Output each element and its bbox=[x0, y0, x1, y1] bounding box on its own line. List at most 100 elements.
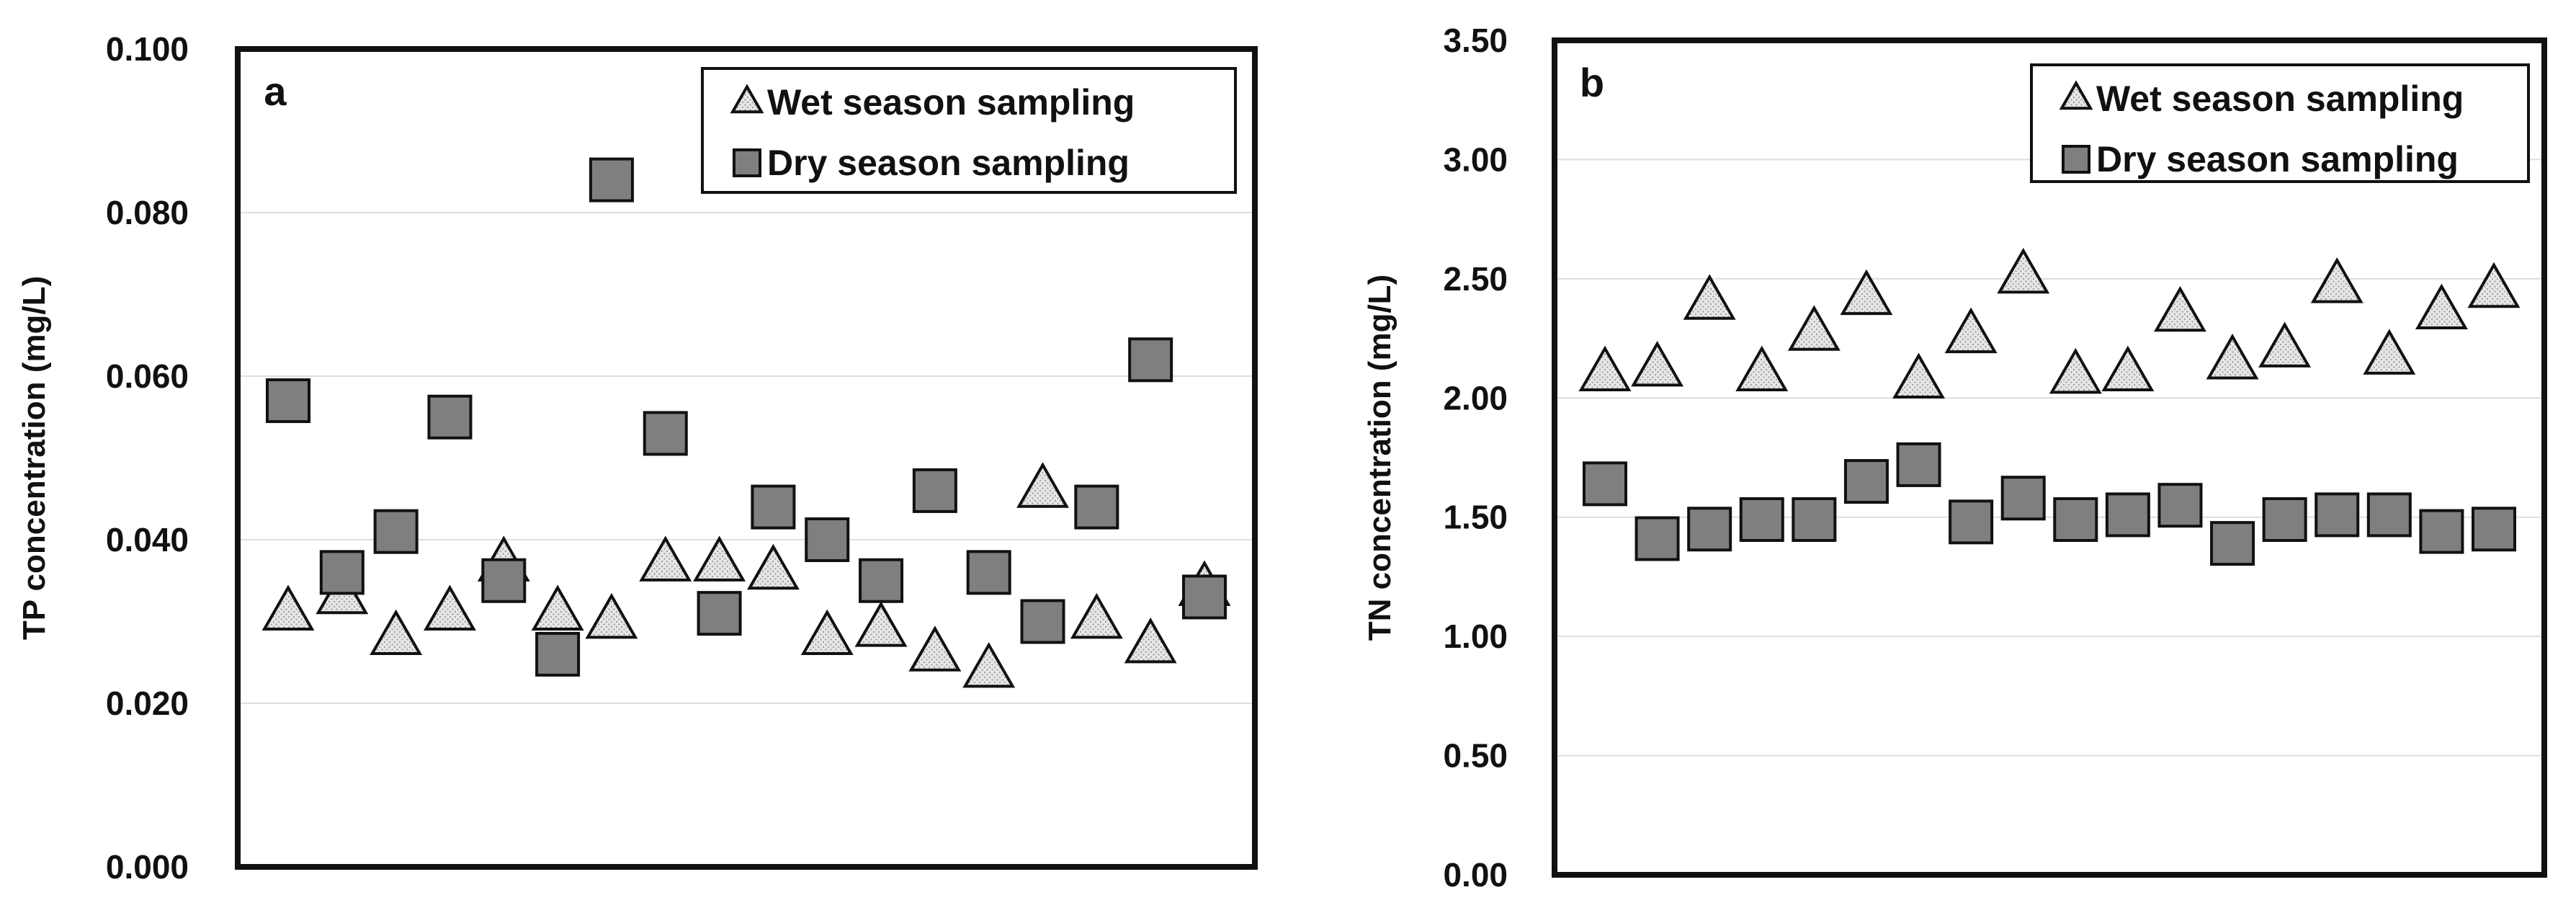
legend-square-icon bbox=[733, 148, 761, 177]
wet-season-point bbox=[1787, 305, 1841, 351]
y-tick-label: 3.00 bbox=[1443, 141, 1508, 178]
dry-season-point bbox=[427, 394, 473, 440]
dry-season-point bbox=[1583, 461, 1627, 507]
wet-season-point bbox=[1016, 462, 1069, 508]
wet-season-point bbox=[908, 625, 962, 672]
wet-season-point bbox=[854, 601, 908, 647]
plot-frame bbox=[1552, 37, 2547, 878]
dry-season-point bbox=[535, 631, 581, 677]
wet-season-point bbox=[1840, 269, 1893, 316]
dry-season-point bbox=[2366, 492, 2412, 538]
wet-season-point bbox=[693, 535, 746, 582]
dry-season-point bbox=[697, 591, 742, 636]
y-tick-label: 0.100 bbox=[106, 30, 189, 68]
y-tick-label: 0.080 bbox=[106, 194, 189, 231]
wet-season-point bbox=[800, 609, 854, 656]
wet-season-point bbox=[1892, 352, 1945, 398]
dry-season-point bbox=[1634, 516, 1680, 561]
wet-season-point bbox=[2467, 262, 2521, 308]
plot-frame bbox=[235, 46, 1258, 870]
wet-season-point bbox=[261, 584, 315, 631]
y-tick-label: 0.000 bbox=[106, 848, 189, 886]
chart-panel-a: 0.000 0.020 0.040 0.060 0.080 0.100 TP concent… bbox=[17, 30, 1258, 886]
wet-season-point bbox=[1631, 340, 1684, 387]
wet-season-point bbox=[2310, 257, 2363, 303]
dry-season-point bbox=[589, 157, 634, 202]
dry-season-point bbox=[1949, 499, 1994, 545]
wet-season-point bbox=[1070, 592, 1123, 639]
dry-season-point bbox=[1687, 507, 1732, 552]
wet-season-point bbox=[962, 641, 1016, 688]
dry-season-point bbox=[966, 550, 1011, 595]
legend-box bbox=[2030, 63, 2530, 183]
dry-season-point bbox=[2419, 509, 2464, 554]
wet-season-point bbox=[2154, 285, 2206, 332]
dry-season-point bbox=[266, 378, 310, 424]
wet-season-point bbox=[1124, 617, 1177, 664]
panel-label: a bbox=[264, 68, 287, 114]
dry-season-point bbox=[2053, 497, 2098, 543]
legend-triangle-icon bbox=[2059, 80, 2093, 110]
wet-season-point bbox=[1578, 345, 1632, 392]
dry-season-point bbox=[1792, 497, 1837, 543]
dry-season-point bbox=[2210, 521, 2255, 566]
wet-season-point bbox=[2363, 329, 2416, 375]
wet-season-point bbox=[2415, 283, 2468, 329]
dry-season-point bbox=[2000, 476, 2046, 521]
wet-season-point bbox=[2101, 345, 2155, 392]
dry-season-point bbox=[751, 484, 796, 530]
wet-season-point bbox=[2206, 334, 2259, 380]
y-axis-label: TP concentration (mg/L) bbox=[17, 276, 52, 640]
y-tick-label: 2.00 bbox=[1443, 379, 1508, 417]
y-tick-label: 2.50 bbox=[1443, 260, 1508, 298]
legend-square-icon bbox=[2062, 145, 2090, 174]
dry-season-point bbox=[319, 550, 365, 595]
y-tick-label: 1.00 bbox=[1443, 618, 1508, 655]
wet-season-point bbox=[1735, 345, 1789, 392]
wet-season-point bbox=[424, 584, 476, 631]
dry-season-point bbox=[1074, 484, 1119, 530]
legend-label: Dry season sampling bbox=[2096, 139, 2459, 179]
dry-season-point bbox=[2315, 492, 2360, 538]
y-tick-label: 3.50 bbox=[1443, 22, 1508, 59]
dry-season-point bbox=[1128, 337, 1173, 383]
wet-season-point bbox=[746, 543, 800, 590]
dry-season-point bbox=[912, 468, 957, 513]
dry-season-point bbox=[2262, 497, 2307, 543]
dry-season-point bbox=[2105, 492, 2150, 538]
dry-season-point bbox=[643, 411, 688, 456]
wet-season-point bbox=[2049, 347, 2102, 394]
legend-label: Wet season sampling bbox=[767, 82, 1135, 123]
chart-panel-b: 0.00 0.50 1.00 1.50 2.00 2.50 3.00 3.50 TN conce… bbox=[1362, 22, 2547, 894]
wet-season-point bbox=[370, 609, 423, 656]
y-tick-label: 1.50 bbox=[1443, 499, 1508, 536]
dry-season-point bbox=[1739, 497, 1784, 543]
dry-season-point bbox=[1020, 599, 1065, 644]
dry-season-point bbox=[1843, 459, 1889, 504]
y-tick-label: 0.040 bbox=[106, 521, 189, 558]
y-tick-label: 0.50 bbox=[1443, 737, 1508, 775]
dry-season-point bbox=[373, 509, 419, 554]
wet-season-point bbox=[2258, 321, 2312, 368]
legend-label: Dry season sampling bbox=[767, 143, 1130, 183]
y-axis-label: TN concentration (mg/L) bbox=[1362, 275, 1397, 641]
legend-triangle-icon bbox=[730, 84, 764, 114]
y-tick-label: 0.020 bbox=[106, 685, 189, 722]
dry-season-point bbox=[1896, 442, 1941, 487]
wet-season-point bbox=[585, 592, 638, 639]
y-tick-label: 0.060 bbox=[106, 357, 189, 395]
dry-season-point bbox=[2472, 507, 2516, 552]
wet-season-point bbox=[531, 584, 584, 631]
wet-season-point bbox=[1683, 274, 1736, 320]
wet-season-point bbox=[1997, 247, 2050, 294]
dry-season-point bbox=[2157, 483, 2203, 528]
y-tick-label: 0.00 bbox=[1443, 856, 1508, 894]
legend-box bbox=[701, 67, 1237, 194]
dry-season-point bbox=[481, 558, 527, 603]
legend-label: Wet season sampling bbox=[2096, 79, 2464, 119]
dry-season-point bbox=[805, 517, 850, 562]
dry-season-point bbox=[1182, 574, 1227, 620]
panel-label: b bbox=[1580, 60, 1604, 105]
wet-season-point bbox=[1944, 307, 1998, 354]
